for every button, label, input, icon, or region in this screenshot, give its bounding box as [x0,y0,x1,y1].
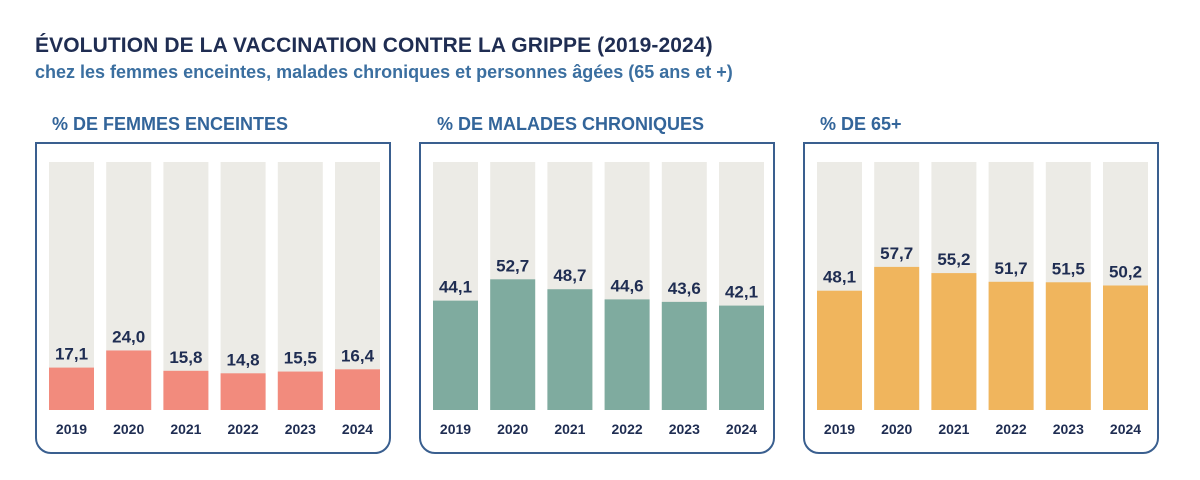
65-plus-bar-2019 [817,290,862,410]
chart-malades-chroniques: 44,1 2019 52,7 2020 48,7 2021 44,6 2022 43,6 2023… [433,162,764,437]
65-plus-value-label-2021: 55,2 [937,250,970,269]
femmes-enceintes-bar-track-2024 [335,162,380,410]
femmes-enceintes-tick-label-2022: 2022 [228,421,259,437]
malades-chroniques-tick-label-2019: 2019 [440,421,471,437]
femmes-enceintes-value-label-2022: 14,8 [227,350,260,369]
65-plus-tick-label-2020: 2020 [881,421,912,437]
femmes-enceintes-tick-label-2021: 2021 [170,421,201,437]
femmes-enceintes-value-label-2021: 15,8 [169,348,202,367]
malades-chroniques-value-label-2019: 44,1 [439,278,472,297]
panel-title-malades-chroniques: % DE MALADES CHRONIQUES [437,114,705,134]
femmes-enceintes-bar-2020 [106,350,152,410]
malades-chroniques-value-label-2020: 52,7 [496,256,529,275]
femmes-enceintes-value-label-2019: 17,1 [55,345,88,364]
malades-chroniques-tick-label-2024: 2024 [726,421,757,437]
femmes-enceintes-bar-track-2023 [277,162,323,410]
malades-chroniques-tick-label-2021: 2021 [554,421,585,437]
femmes-enceintes-bar-2019 [49,367,94,410]
65-plus-tick-label-2024: 2024 [1110,421,1141,437]
femmes-enceintes-value-label-2024: 16,4 [341,346,375,365]
femmes-enceintes-bar-track-2021 [163,162,209,410]
65-plus-tick-label-2021: 2021 [938,421,969,437]
65-plus-tick-label-2023: 2023 [1053,421,1084,437]
65-plus-bar-2024 [1103,285,1148,410]
chart-65-plus: 48,1 2019 57,7 2020 55,2 2021 51,7 2022 51,5 2023… [817,162,1148,437]
65-plus-value-label-2023: 51,5 [1052,259,1085,278]
panel-frame-femmes-enceintes [35,142,391,454]
65-plus-tick-label-2022: 2022 [996,421,1027,437]
femmes-enceintes-bar-2023 [277,371,323,410]
65-plus-value-label-2022: 51,7 [995,259,1028,278]
femmes-enceintes-bar-2024 [335,369,380,410]
65-plus-bar-2022 [988,281,1034,410]
malades-chroniques-value-label-2024: 42,1 [725,283,758,302]
65-plus-tick-label-2019: 2019 [824,421,855,437]
femmes-enceintes-bar-2021 [163,370,209,410]
malades-chroniques-bar-2021 [547,289,593,410]
malades-chroniques-bar-2022 [604,299,650,410]
femmes-enceintes-tick-label-2019: 2019 [56,421,87,437]
65-plus-bar-2023 [1045,282,1091,410]
malades-chroniques-value-label-2021: 48,7 [553,266,586,285]
65-plus-value-label-2019: 48,1 [823,268,856,287]
femmes-enceintes-tick-label-2023: 2023 [285,421,316,437]
femmes-enceintes-tick-label-2020: 2020 [113,421,144,437]
panel-title-femmes-enceintes: % DE FEMMES ENCEINTES [52,114,289,134]
femmes-enceintes-value-label-2020: 24,0 [112,327,145,346]
malades-chroniques-value-label-2022: 44,6 [611,276,644,295]
malades-chroniques-bar-2020 [490,279,536,410]
malades-chroniques-tick-label-2022: 2022 [612,421,643,437]
chart-subtitle: chez les femmes enceintes, malades chron… [35,62,733,82]
femmes-enceintes-bar-track-2022 [220,162,266,410]
65-plus-value-label-2024: 50,2 [1109,263,1142,282]
femmes-enceintes-bar-2022 [220,373,266,410]
femmes-enceintes-tick-label-2024: 2024 [342,421,373,437]
malades-chroniques-bar-2023 [661,301,707,410]
malades-chroniques-tick-label-2023: 2023 [669,421,700,437]
malades-chroniques-bar-2019 [433,300,478,410]
chart-title: ÉVOLUTION DE LA VACCINATION CONTRE LA GR… [35,34,713,57]
panel-frame-malades-chroniques [419,142,775,454]
malades-chroniques-tick-label-2020: 2020 [497,421,528,437]
chart-femmes-enceintes: 17,1 2019 24,0 2020 15,8 2021 14,8 2022 15,5 2023… [49,162,380,437]
femmes-enceintes-value-label-2023: 15,5 [284,349,317,368]
malades-chroniques-bar-2024 [719,305,764,410]
panel-title-65-plus: % DE 65+ [820,114,902,134]
65-plus-bar-2020 [874,266,920,410]
panel-frame-65-plus [803,142,1159,454]
65-plus-bar-2021 [931,273,977,410]
65-plus-value-label-2020: 57,7 [880,244,913,263]
malades-chroniques-value-label-2023: 43,6 [668,279,701,298]
